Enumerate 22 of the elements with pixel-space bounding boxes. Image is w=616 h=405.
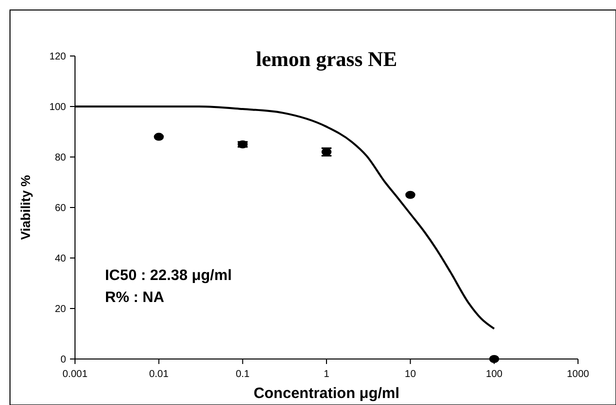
y-axis-title: Viability % [18, 174, 33, 240]
point [405, 190, 416, 199]
x-tick-label: 1 [324, 369, 330, 380]
y-tick-label: 0 [60, 354, 66, 366]
x-tick-label: 0.001 [62, 369, 88, 380]
x-tick-label: 0.01 [149, 369, 169, 380]
y-tick-label: 100 [49, 102, 66, 113]
annotation: R% : NA [105, 289, 164, 306]
y-tick-label: 60 [54, 203, 66, 214]
annotation: IC50 : 22.38 μg/ml [105, 267, 232, 284]
x-axis-title: Concentration μg/ml [254, 385, 400, 402]
point [489, 355, 500, 363]
y-tick-label: 120 [49, 52, 66, 62]
x-tick-label: 10 [404, 369, 416, 380]
point [154, 132, 164, 141]
x-tick-label: 1000 [566, 369, 590, 380]
x-tick-label: 100 [486, 369, 503, 380]
x-tick-label: 0.1 [236, 369, 250, 380]
y-tick-label: 20 [54, 304, 66, 315]
y-tick-label: 80 [54, 152, 66, 164]
y-tick-label: 40 [54, 254, 66, 264]
chart-title: lemon grass NE [256, 47, 398, 71]
